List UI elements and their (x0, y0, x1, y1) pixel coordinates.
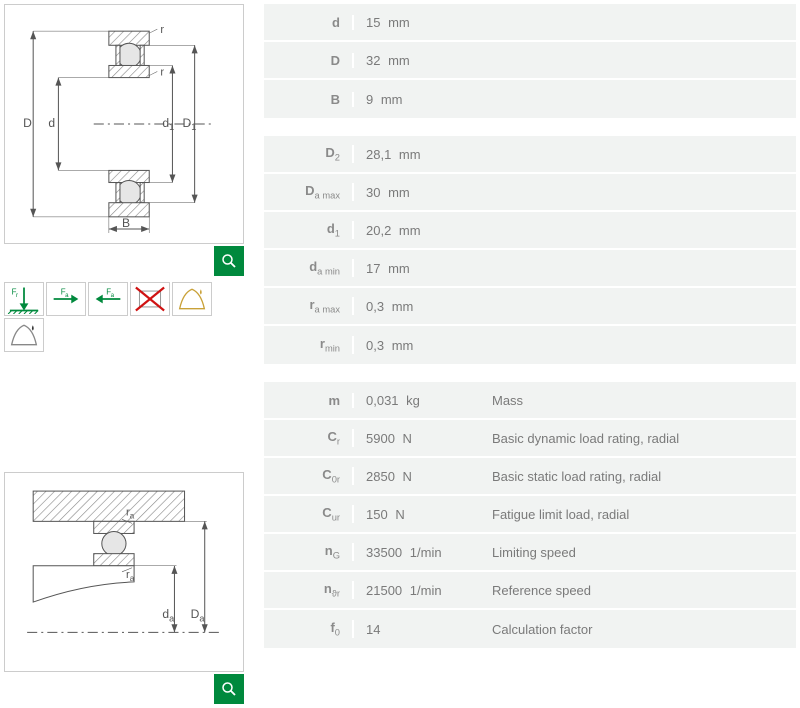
svg-text:d: d (48, 116, 55, 130)
spec-symbol: Cur (264, 505, 354, 523)
spec-row: d15 mm (264, 4, 796, 42)
spec-value: 2850 N (354, 469, 484, 484)
zoom-diagram1-button[interactable] (214, 246, 244, 276)
spec-value: 150 N (354, 507, 484, 522)
svg-text:r: r (160, 67, 164, 79)
spec-symbol: B (264, 92, 354, 107)
spec-row: Cur150 NFatigue limit load, radial (264, 496, 796, 534)
spec-value: 28,1 mm (354, 147, 484, 162)
spec-value: 32 mm (354, 53, 484, 68)
spec-row: Cr5900 NBasic dynamic load rating, radia… (264, 420, 796, 458)
grease-icon (172, 282, 212, 316)
spec-symbol: nG (264, 543, 354, 561)
svg-text:r: r (16, 292, 18, 299)
spec-row: f014Calculation factor (264, 610, 796, 648)
spec-description: Mass (484, 393, 796, 408)
spec-value: 21500 1/min (354, 583, 484, 598)
spec-symbol: Da max (264, 183, 354, 201)
spec-value: 14 (354, 622, 484, 637)
spec-value: 0,031 kg (354, 393, 484, 408)
svg-text:Da: Da (191, 607, 206, 623)
svg-text:a: a (65, 292, 69, 299)
spec-description: Calculation factor (484, 622, 796, 637)
spec-value: 5900 N (354, 431, 484, 446)
spec-symbol: d1 (264, 221, 354, 239)
spec-symbol: C0r (264, 467, 354, 485)
spec-row: nG33500 1/minLimiting speed (264, 534, 796, 572)
diagram2-svg: ra ra da Da (13, 481, 235, 663)
spec-description: Reference speed (484, 583, 796, 598)
mounting-dimensions-diagram: ra ra da Da (4, 472, 244, 672)
svg-text:r: r (160, 24, 164, 36)
property-icons-row: Fr Fa Fa (4, 282, 244, 352)
zoom-diagram2-button[interactable] (214, 674, 244, 704)
spec-description: Fatigue limit load, radial (484, 507, 796, 522)
axial-load-right-icon: Fa (46, 282, 86, 316)
spec-row: m0,031 kgMass (264, 382, 796, 420)
spec-value: 0,3 mm (354, 299, 484, 314)
main-dimensions-table: d15 mmD32 mmB9 mm (264, 4, 796, 118)
spec-symbol: ra max (264, 297, 354, 315)
spec-row: D32 mm (264, 42, 796, 80)
spec-symbol: Cr (264, 429, 354, 447)
spec-row: ra max0,3 mm (264, 288, 796, 326)
spec-symbol: nϑr (264, 581, 354, 599)
spec-row: B9 mm (264, 80, 796, 118)
spec-symbol: f0 (264, 620, 354, 638)
spec-row: d120,2 mm (264, 212, 796, 250)
svg-text:a: a (111, 292, 115, 299)
radial-load-icon: Fr (4, 282, 44, 316)
spec-symbol: da min (264, 259, 354, 277)
magnifier-icon (220, 252, 238, 270)
spec-symbol: rmin (264, 336, 354, 354)
spec-row: Da max30 mm (264, 174, 796, 212)
spec-row: rmin0,3 mm (264, 326, 796, 364)
spec-value: 0,3 mm (354, 338, 484, 353)
spec-symbol: D2 (264, 145, 354, 163)
spec-symbol: d (264, 15, 354, 30)
spec-symbol: m (264, 393, 354, 408)
spec-row: C0r2850 NBasic static load rating, radia… (264, 458, 796, 496)
spec-value: 30 mm (354, 185, 484, 200)
spec-symbol: D (264, 53, 354, 68)
spec-description: Basic dynamic load rating, radial (484, 431, 796, 446)
mounting-dimensions-table: D228,1 mmDa max30 mmd120,2 mmda min17 mm… (264, 136, 796, 364)
bearing-cross-section-diagram: D d d1 D1 (4, 4, 244, 244)
svg-text:B: B (122, 216, 130, 230)
spec-description: Basic static load rating, radial (484, 469, 796, 484)
svg-text:D: D (23, 116, 32, 130)
performance-specs-table: m0,031 kgMassCr5900 NBasic dynamic load … (264, 382, 796, 648)
spec-row: D228,1 mm (264, 136, 796, 174)
magnifier-icon (220, 680, 238, 698)
spec-value: 15 mm (354, 15, 484, 30)
svg-text:da: da (162, 607, 175, 623)
axial-load-left-icon: Fa (88, 282, 128, 316)
spec-value: 20,2 mm (354, 223, 484, 238)
oil-icon (4, 318, 44, 352)
spec-row: da min17 mm (264, 250, 796, 288)
spec-description: Limiting speed (484, 545, 796, 560)
spec-value: 17 mm (354, 261, 484, 276)
spec-value: 33500 1/min (354, 545, 484, 560)
diagram1-svg: D d d1 D1 (13, 13, 235, 235)
spec-row: nϑr21500 1/minReference speed (264, 572, 796, 610)
spec-value: 9 mm (354, 92, 484, 107)
not-suitable-icon (130, 282, 170, 316)
